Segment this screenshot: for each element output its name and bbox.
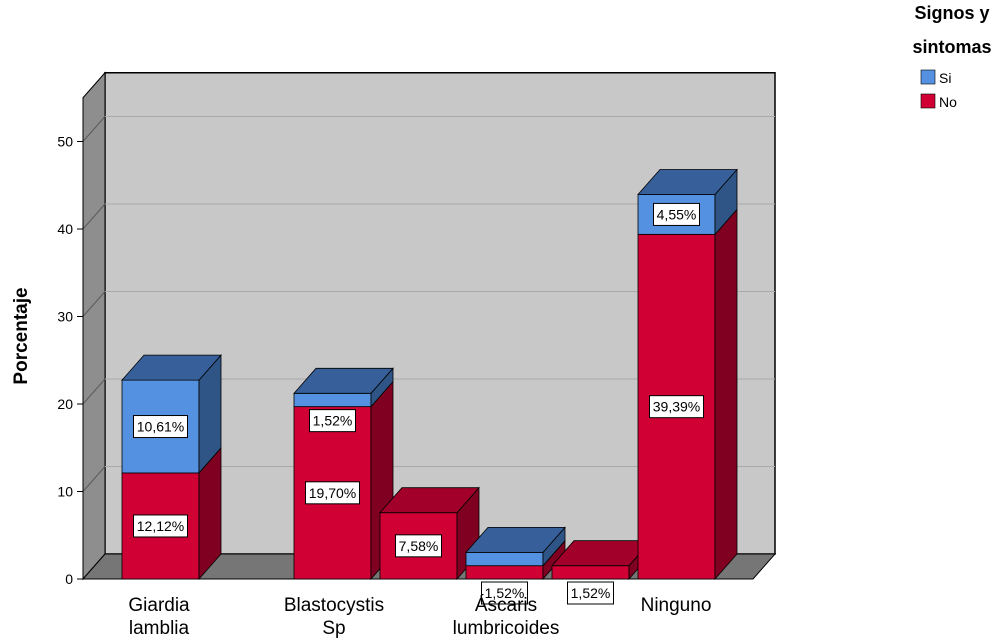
data-label: 4,55% (657, 206, 697, 222)
x-category-label: Sp (322, 618, 345, 639)
x-category-label: Giardia (128, 595, 190, 616)
y-tick-label: 40 (57, 221, 73, 237)
data-label: 39,39% (653, 399, 700, 415)
left-wall (82, 71, 106, 581)
gridline-side (82, 378, 106, 405)
y-tick-label: 10 (57, 484, 73, 500)
bar-side-no (714, 208, 738, 581)
bar-top-si (637, 169, 738, 195)
y-axis-label: Porcentaje (11, 287, 32, 384)
bar-top-si (293, 367, 394, 394)
x-category-label: Ninguno (641, 595, 712, 616)
bar-front-no (465, 565, 544, 580)
bar-top-si (121, 354, 222, 381)
bar-front-no (551, 565, 630, 580)
data-label-box (309, 409, 356, 433)
bar-front-si (293, 392, 372, 408)
data-label-box (481, 581, 528, 605)
data-label: 1,52% (571, 585, 611, 601)
y-tick-label: 50 (57, 134, 73, 150)
x-category-label: lamblia (129, 618, 190, 639)
legend-swatch-si (920, 69, 936, 85)
legend: Signos y sintomas Si No (912, 3, 991, 110)
bar-top-no (379, 487, 480, 514)
data-label-box (395, 534, 442, 558)
data-label-box (133, 415, 188, 439)
data-label: 1,52% (485, 585, 525, 601)
y-tick-label: 30 (57, 309, 73, 325)
data-labels: 12,12% 10,61% 19,70% 1,52% 7,58% 1,52% 1,52% 39… (133, 202, 704, 605)
legend-swatch-no (920, 93, 936, 109)
legend-label-no: No (939, 94, 957, 110)
gridline-side (82, 203, 106, 230)
data-label: 10,61% (137, 419, 184, 435)
y-tick-label: 0 (65, 571, 73, 587)
data-label: 12,12% (137, 518, 184, 534)
y-tick-label: 20 (57, 396, 73, 412)
data-label-box (653, 202, 700, 226)
bar-top-si (465, 527, 566, 553)
gridline-side (82, 291, 106, 317)
data-label-box (133, 514, 188, 538)
data-label-box (305, 481, 360, 505)
data-label: 7,58% (399, 538, 439, 554)
bar-front-si (465, 552, 544, 567)
legend-label-si: Si (939, 70, 951, 86)
x-category-label: lumbricoides (453, 618, 560, 639)
data-label: 1,52% (313, 413, 353, 429)
data-label: 19,70% (309, 485, 356, 501)
gridline-side (82, 466, 106, 492)
legend-title-line1: Signos y (914, 3, 989, 23)
x-category-label: Áscaris (475, 595, 537, 616)
data-label-box (567, 581, 614, 605)
gridline-side (82, 116, 106, 142)
legend-title-line2: sintomas (912, 37, 991, 57)
data-label-box (649, 395, 704, 419)
x-category-label: Blastocystis (284, 595, 384, 616)
